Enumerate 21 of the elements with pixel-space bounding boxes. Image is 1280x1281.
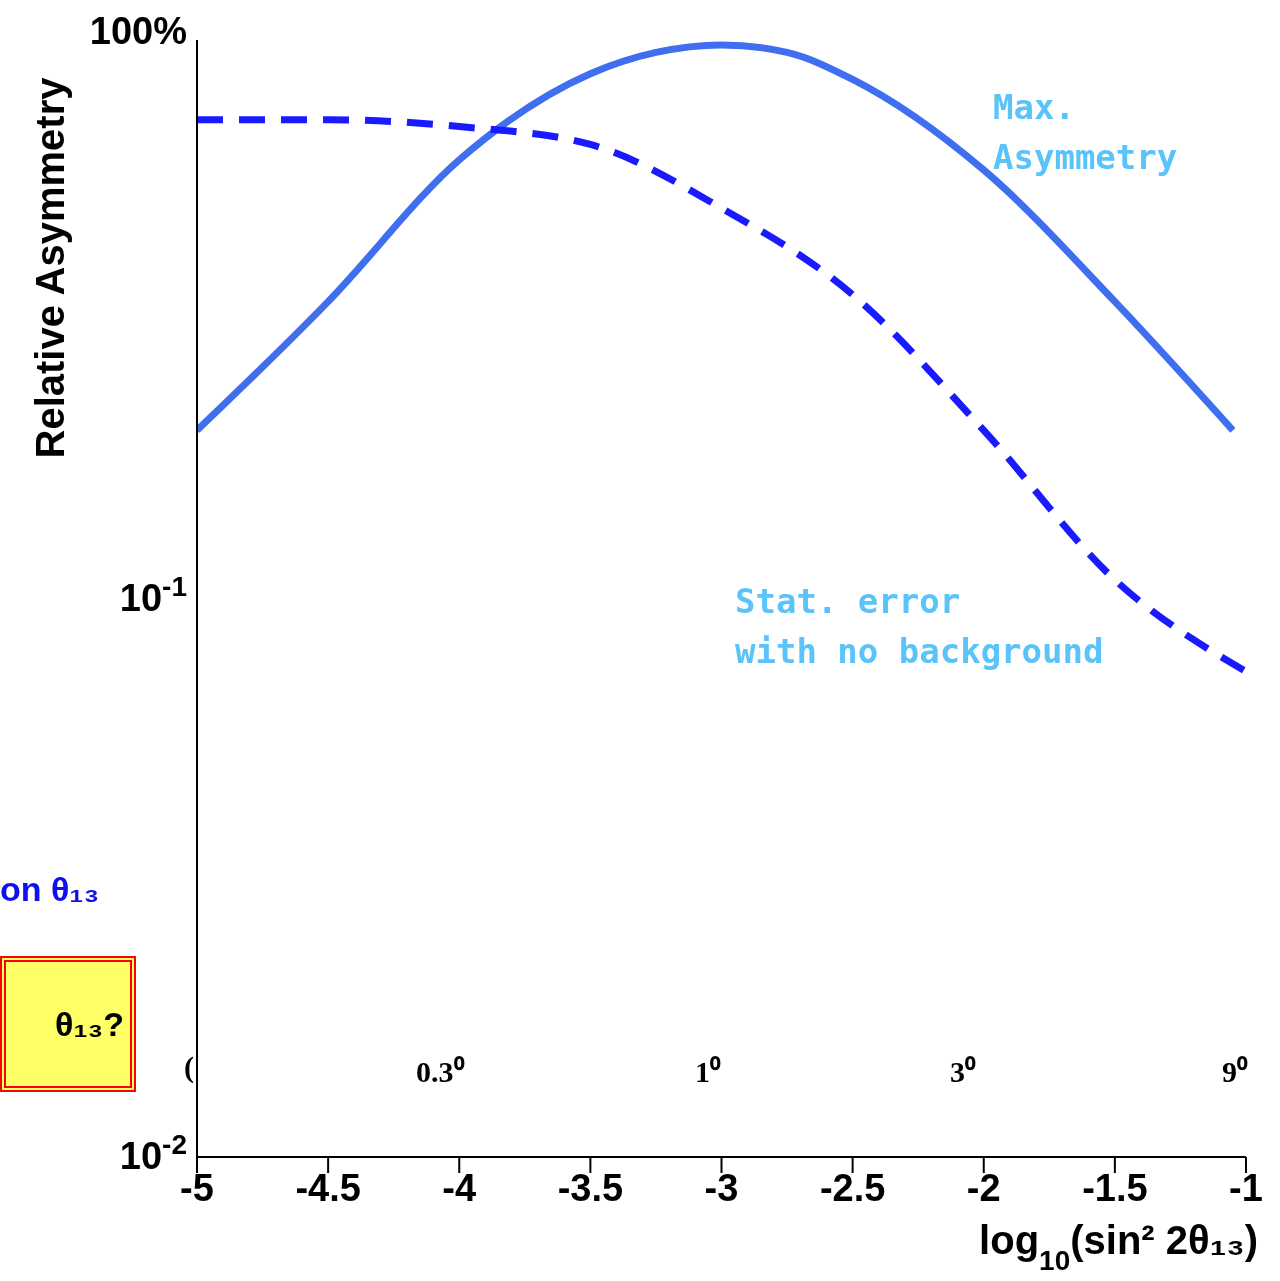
annotation: 1⁰ (695, 1054, 721, 1090)
annotation: Max. Asymmetry (993, 86, 1178, 179)
annotation: 3⁰ (950, 1054, 976, 1090)
x-tick-label: -4.5 (295, 1167, 361, 1209)
y-tick-label: 10$^{-1}$ (119, 570, 187, 619)
text: on θ₁₃ (0, 870, 100, 909)
x-tick-label: -3 (704, 1167, 739, 1209)
x-tick-label: -2 (966, 1167, 1001, 1209)
annotation: Stat. error with no background (735, 580, 1104, 673)
x-tick-label: -4 (442, 1167, 477, 1209)
y-tick-label: 100% (89, 10, 187, 52)
annotation: 0.3⁰ (416, 1054, 465, 1090)
annotation: 9⁰ (1222, 1054, 1248, 1090)
x-tick-label: -1.5 (1082, 1167, 1148, 1209)
x-axis-title: log$_{10}$(sin² 2θ₁₃) (979, 1218, 1258, 1276)
text: ( (184, 1050, 194, 1084)
x-tick-label: -3.5 (557, 1167, 624, 1209)
text: θ₁₃? (0, 956, 136, 1092)
y-axis-title: Relative Asymmetry (28, 76, 72, 459)
x-tick-label: -2.5 (819, 1167, 886, 1209)
x-tick-label: -1 (1229, 1167, 1263, 1209)
